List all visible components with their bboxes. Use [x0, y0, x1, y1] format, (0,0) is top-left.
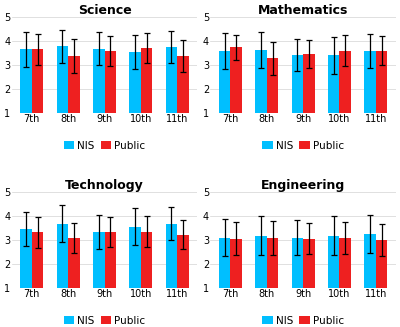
Bar — [340, 51, 351, 113]
Bar — [104, 232, 116, 288]
Bar — [376, 51, 388, 113]
Bar — [93, 49, 104, 113]
Title: Science: Science — [78, 4, 131, 17]
Bar — [328, 236, 340, 288]
Bar — [68, 238, 80, 288]
Bar — [219, 237, 230, 288]
Bar — [303, 239, 315, 288]
Bar — [364, 234, 376, 288]
Title: Technology: Technology — [65, 179, 144, 192]
Bar — [364, 51, 376, 113]
Bar — [255, 50, 267, 113]
Bar — [292, 55, 303, 113]
Bar — [267, 238, 278, 288]
Bar — [20, 229, 32, 288]
Bar — [68, 56, 80, 113]
Bar — [93, 232, 104, 288]
Bar — [230, 47, 242, 113]
Bar — [141, 232, 152, 288]
Bar — [166, 224, 177, 288]
Bar — [129, 227, 141, 288]
Bar — [56, 224, 68, 288]
Bar — [32, 49, 44, 113]
Bar — [303, 54, 315, 113]
Title: Engineering: Engineering — [261, 179, 345, 192]
Bar — [340, 238, 351, 288]
Bar — [20, 49, 32, 113]
Bar — [267, 58, 278, 113]
Bar — [177, 235, 189, 288]
Bar — [177, 56, 189, 113]
Bar — [255, 236, 267, 288]
Bar — [328, 56, 340, 113]
Bar — [219, 51, 230, 113]
Bar — [32, 232, 44, 288]
Legend: NIS, Public: NIS, Public — [262, 141, 344, 151]
Bar — [104, 51, 116, 113]
Bar — [129, 52, 141, 113]
Legend: NIS, Public: NIS, Public — [262, 316, 344, 326]
Legend: NIS, Public: NIS, Public — [64, 316, 146, 326]
Bar — [292, 237, 303, 288]
Bar — [376, 240, 388, 288]
Legend: NIS, Public: NIS, Public — [64, 141, 146, 151]
Title: Mathematics: Mathematics — [258, 4, 348, 17]
Bar — [166, 47, 177, 113]
Bar — [230, 239, 242, 288]
Bar — [141, 48, 152, 113]
Bar — [56, 46, 68, 113]
